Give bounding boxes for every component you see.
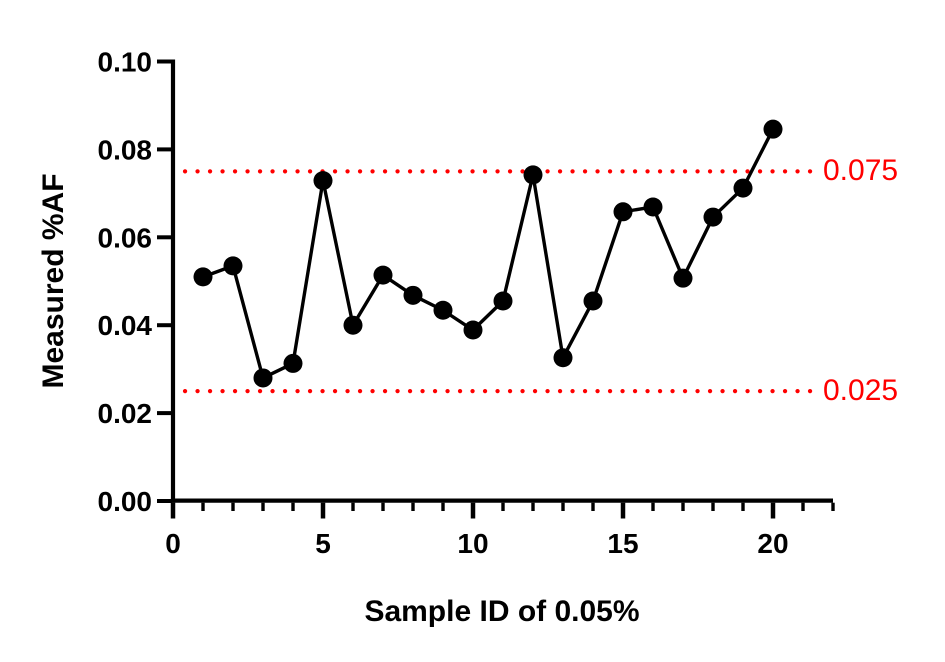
data-series xyxy=(193,119,783,388)
x-axis-title: Sample ID of 0.05% xyxy=(364,595,640,628)
y-tick-label: 0.02 xyxy=(98,398,153,429)
data-point xyxy=(373,265,393,285)
x-tick-label: 15 xyxy=(607,528,638,559)
data-point xyxy=(223,256,243,276)
data-point xyxy=(553,348,573,368)
upper-reference-line-label: 0.075 xyxy=(823,154,899,187)
data-point xyxy=(193,267,213,287)
data-point xyxy=(343,315,363,335)
data-point xyxy=(733,178,753,198)
data-point xyxy=(253,368,273,388)
data-point xyxy=(613,202,633,222)
y-tick-label: 0.06 xyxy=(98,222,153,253)
reference-lines xyxy=(182,169,821,394)
data-point xyxy=(463,320,483,340)
data-point xyxy=(403,285,423,305)
data-point xyxy=(583,291,603,311)
x-tick-label: 20 xyxy=(757,528,788,559)
lower-reference-line-label: 0.025 xyxy=(823,374,899,407)
series-line xyxy=(201,127,775,380)
data-point xyxy=(703,207,723,227)
y-tick-label: 0.10 xyxy=(98,47,153,78)
y-tick-label: 0.04 xyxy=(98,310,153,341)
data-point xyxy=(643,197,663,217)
axes: 0.00 0.02 0.04 0.06 0.08 0.10 0 5 10 15 20 xyxy=(98,47,835,559)
data-point xyxy=(523,165,543,185)
data-point xyxy=(433,300,453,320)
x-tick-label: 0 xyxy=(165,528,181,559)
data-point xyxy=(493,291,513,311)
data-point xyxy=(283,353,303,373)
y-axis-title: Measured %AF xyxy=(37,173,70,389)
data-point xyxy=(313,171,333,191)
data-point xyxy=(673,268,693,288)
y-tick-label: 0.08 xyxy=(98,134,153,165)
y-tick-label: 0.00 xyxy=(98,486,153,517)
x-tick-label: 5 xyxy=(315,528,331,559)
x-tick-label: 10 xyxy=(457,528,488,559)
data-point xyxy=(763,119,783,139)
